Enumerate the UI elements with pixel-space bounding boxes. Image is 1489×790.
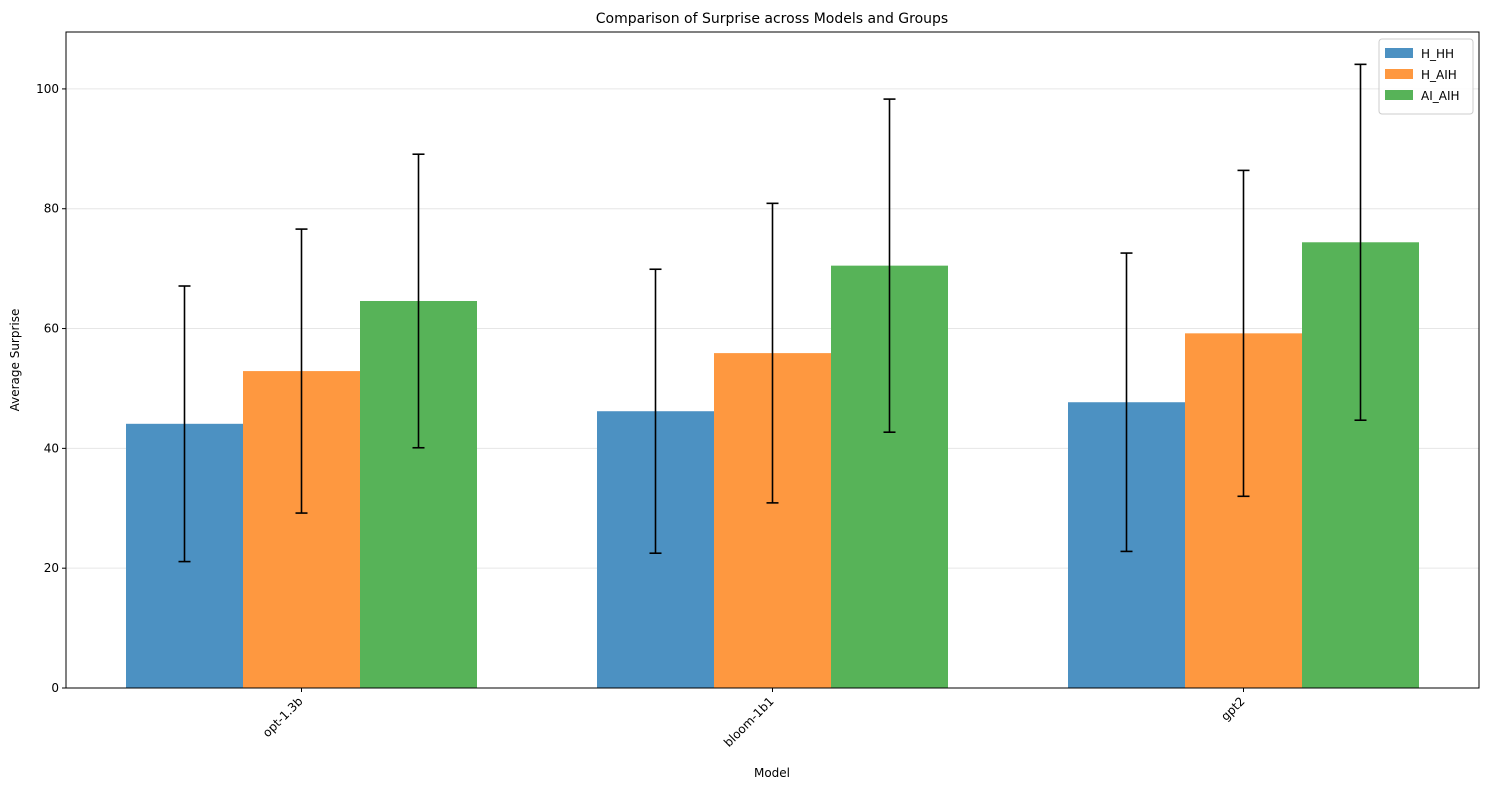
x-axis-ticks: opt-1.3b bloom-1b1 gpt2 bbox=[260, 688, 1248, 750]
error-bars bbox=[178, 63, 1367, 563]
x-tick-label: gpt2 bbox=[1218, 694, 1247, 723]
y-tick-label: 20 bbox=[44, 561, 59, 575]
legend-swatch-H_AIH bbox=[1385, 69, 1413, 79]
y-tick-label: 60 bbox=[44, 322, 59, 336]
x-axis-title: Model bbox=[754, 766, 790, 780]
legend: H_HH H_AIH AI_AIH bbox=[1378, 38, 1474, 115]
legend-swatch-H_HH bbox=[1385, 48, 1413, 58]
legend-items: H_HH H_AIH AI_AIH bbox=[1385, 47, 1460, 103]
y-tick-label: 40 bbox=[44, 441, 59, 455]
x-tick-label: opt-1.3b bbox=[260, 694, 306, 740]
legend-label-H_AIH: H_AIH bbox=[1421, 68, 1457, 82]
y-tick-label: 0 bbox=[51, 681, 59, 695]
y-axis-ticks: 0 20 40 60 80 100 bbox=[36, 82, 66, 695]
chart-title: Comparison of Surprise across Models and… bbox=[596, 11, 948, 27]
y-axis-title: Average Surprise bbox=[8, 309, 22, 412]
y-tick-label: 80 bbox=[44, 202, 59, 216]
y-tick-label: 100 bbox=[36, 82, 59, 96]
legend-swatch-AI_AIH bbox=[1385, 90, 1413, 100]
legend-label-AI_AIH: AI_AIH bbox=[1421, 89, 1460, 103]
x-tick-label: bloom-1b1 bbox=[721, 694, 777, 750]
legend-label-H_HH: H_HH bbox=[1421, 47, 1454, 61]
